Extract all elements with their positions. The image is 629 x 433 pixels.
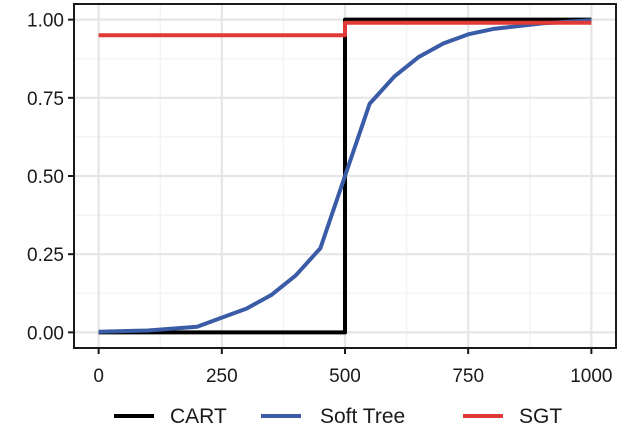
x-tick-label: 750 — [452, 366, 484, 387]
legend: CART Soft Tree SGT — [114, 405, 562, 428]
y-tick-label: 1.00 — [27, 11, 64, 32]
series-line-sgt — [98, 20, 592, 38]
series-lines — [98, 17, 592, 335]
legend-label-soft-tree: Soft Tree — [320, 405, 405, 428]
x-tick-label: 500 — [329, 366, 361, 387]
y-tick-label: 0.25 — [27, 245, 64, 266]
x-tick-label: 0 — [93, 366, 104, 387]
y-tick-label: 0.00 — [27, 323, 64, 344]
legend-label-cart: CART — [170, 405, 227, 428]
x-tick-label: 250 — [206, 366, 238, 387]
legend-label-sgt: SGT — [519, 405, 562, 428]
x-tick-label: 1000 — [570, 366, 612, 387]
y-tick-label: 0.50 — [27, 167, 64, 188]
y-tick-label: 0.75 — [27, 89, 64, 110]
axes: 0 250 500 750 1000 0.00 0.25 0.50 0.75 1.00 — [27, 3, 617, 387]
series-line-soft-tree — [98, 18, 592, 334]
